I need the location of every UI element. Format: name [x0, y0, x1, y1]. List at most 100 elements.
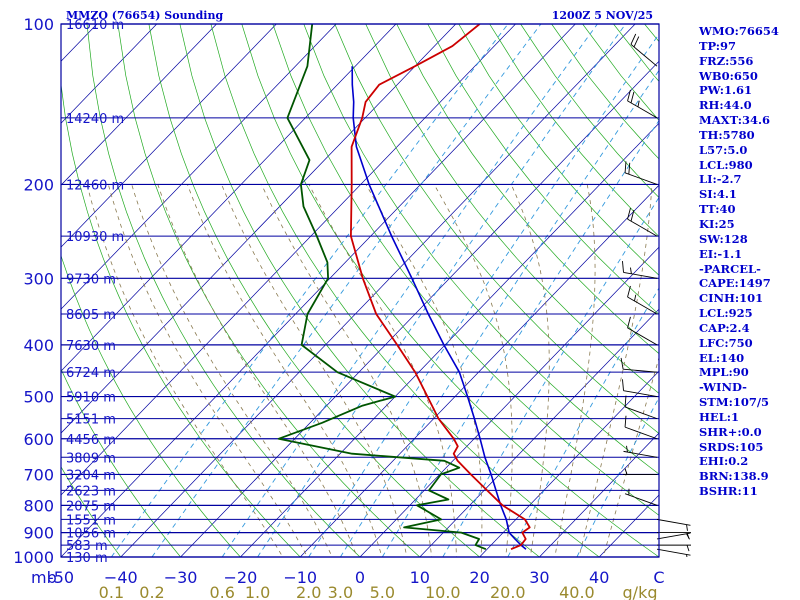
height-label: 6724 m [66, 366, 116, 381]
wind-barb [623, 445, 658, 458]
pressure-tick-label: 400 [23, 336, 54, 355]
moist-adiabat-line [578, 184, 653, 557]
dry-adiabat-line [365, 24, 659, 394]
moist-adiabat-line [308, 184, 457, 557]
dry-adiabat-line [458, 24, 659, 276]
moist-adiabat-line [107, 184, 308, 557]
dry-adiabat-line [61, 368, 182, 557]
height-label: 9730 m [66, 272, 116, 287]
axis-end-label: C [653, 568, 664, 587]
isotherm-line [61, 24, 456, 434]
plot-frame [60, 23, 660, 558]
background-grid [61, 24, 659, 557]
pressure-tick-label: 1000 [13, 548, 54, 567]
moist-adiabat-line [261, 184, 433, 557]
height-label: 14240 m [66, 112, 124, 127]
mixing-ratio-label: 5.0 [370, 583, 395, 600]
dry-adiabat-line [179, 24, 540, 557]
moist-adiabat-line [433, 184, 513, 557]
temperature-tick-label: 30 [529, 568, 549, 587]
isotherm-line [61, 24, 516, 496]
height-label: 5910 m [66, 391, 116, 406]
index-entry: HEL:1 [699, 409, 739, 424]
temperature-tick-label: −40 [104, 568, 138, 587]
profiles [277, 24, 531, 551]
pressure-tick-label: 500 [23, 388, 54, 407]
mixing-ratio-label: 3.0 [328, 583, 353, 600]
height-label: 583 m [66, 539, 108, 554]
dry-adiabat-line [396, 24, 659, 355]
wind-barb [656, 548, 691, 557]
wind-barb [627, 207, 658, 237]
dry-adiabat-line [117, 24, 421, 557]
temperature-tick-label: 10 [410, 568, 430, 587]
index-entry: SI:4.1 [699, 187, 737, 202]
moist-adiabat-line [602, 356, 659, 557]
mixing-ratio-line [257, 24, 626, 557]
temperature-tick-label: −10 [283, 568, 317, 587]
height-label: 7630 m [66, 339, 116, 354]
mixing-ratio-line [308, 33, 659, 557]
temperature-line [349, 24, 531, 551]
index-entry: CAPE:1497 [699, 276, 771, 291]
mixing-ratio-label: 0.1 [99, 583, 124, 600]
mixing-ratio-unit: g/kg [623, 583, 658, 600]
wind-barb [620, 357, 658, 373]
temperature-tick-label: −30 [164, 568, 198, 587]
moist-adiabat-line [554, 184, 596, 557]
isotherm-line [120, 24, 636, 557]
index-entry: LI:-2.7 [699, 172, 742, 187]
pressure-tick-label: 900 [23, 524, 54, 543]
isotherm-line [299, 184, 659, 557]
wind-barb [627, 316, 658, 346]
wind-barb [622, 379, 658, 397]
height-label: 12460 m [66, 178, 124, 193]
pressure-tick-label: 800 [23, 496, 54, 515]
wind-barb [656, 532, 691, 540]
index-entry: LCL:980 [699, 157, 753, 172]
moist-adiabat-line [221, 184, 408, 557]
index-entry: BSHR:11 [699, 484, 758, 499]
isotherm-line [61, 24, 397, 372]
mixing-ratio-label: 10.0 [425, 583, 461, 600]
index-entry: TT:40 [699, 202, 736, 217]
index-entry: FRZ:556 [699, 53, 754, 68]
index-entry: WB0:650 [699, 68, 758, 83]
index-entry: CINH:101 [699, 291, 764, 306]
index-entry: MAXT:34.6 [699, 113, 770, 128]
height-label: 16610 m [66, 18, 124, 33]
wind-barb [624, 395, 658, 420]
height-label: 1056 m [66, 527, 116, 542]
index-entry: SW:128 [699, 231, 748, 246]
height-label: 4456 m [66, 433, 116, 448]
height-label: 3809 m [66, 451, 116, 466]
index-entry: EHI:0.2 [699, 454, 749, 469]
wind-barb [630, 33, 658, 67]
wind-barb [624, 161, 658, 185]
height-label: 8605 m [66, 308, 116, 323]
temperature-tick-label: 40 [589, 568, 609, 587]
wind-barb [623, 468, 657, 475]
index-entry: L57:5.0 [699, 142, 748, 157]
index-entry: -WIND- [699, 380, 747, 395]
index-entry: SRDS:105 [699, 439, 764, 454]
index-entry: MPL:90 [699, 365, 749, 380]
dry-adiabat-line [241, 24, 659, 557]
mixing-ratio-label: 0.6 [209, 583, 234, 600]
height-label: 2623 m [66, 484, 116, 499]
mixing-ratio-label: 0.2 [139, 583, 164, 600]
wind-barb [624, 488, 658, 506]
index-entry: PW:1.61 [699, 83, 753, 98]
temperature-tick-label: 0 [355, 568, 365, 587]
wind-barb [627, 89, 658, 119]
moist-adiabat-line [365, 184, 483, 557]
wind-barb [622, 261, 658, 279]
wind-barb [656, 518, 691, 531]
wind-barb [624, 415, 658, 440]
isotherm-line [180, 60, 659, 557]
index-entry: STM:107/5 [699, 395, 770, 410]
index-entry: LFC:750 [699, 335, 753, 350]
height-label: 10930 m [66, 230, 124, 245]
height-label: 1551 m [66, 513, 116, 528]
